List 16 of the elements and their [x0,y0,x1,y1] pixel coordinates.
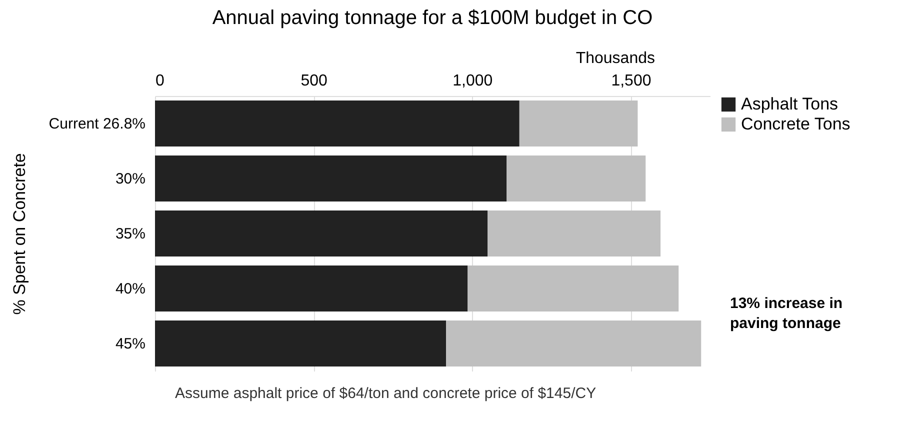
x-tick-label: 0 [156,72,164,90]
y-tick-label: Current 26.8% [48,116,146,132]
text: Assume asphalt price of $64/ton and concrete price of $145/CY [175,385,596,402]
x-tick-label: 1,000 [452,72,493,90]
y-tick-label: 40% [115,280,146,298]
y-axis-title: % Spent on Concrete [10,153,29,315]
legend-label: Asphalt Tons [741,94,838,114]
x-tick-label: 500 [300,72,328,90]
text: 13% increase in paving tonnage [730,295,843,332]
x-axis-title: Thousands [576,50,655,67]
chart-title: Annual paving tonnage for a $100M budget in CO [212,7,653,29]
y-tick-label: 30% [115,170,146,188]
x-tick-label: 1,500 [611,72,652,90]
legend-label: Concrete Tons [741,114,850,134]
y-tick-label: 45% [115,336,146,352]
y-tick-label: 35% [115,226,146,242]
